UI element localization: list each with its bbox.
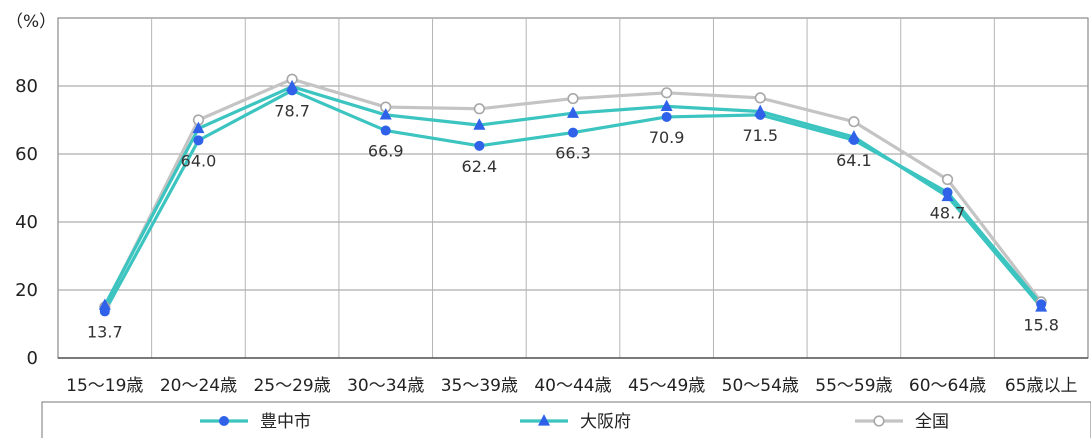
y-tick-label: 80 (15, 76, 38, 97)
series-markers (98, 73, 1048, 317)
legend-swatch-marker (219, 416, 229, 426)
legend-label: 豊中市 (260, 412, 311, 432)
legend-swatch-marker (538, 414, 550, 426)
data-label: 78.7 (274, 101, 310, 120)
series-point-0 (193, 135, 204, 146)
x-axis-ticks: 15～19歳 20～24歳 25～29歳 30～34歳 35～39歳 40～44歳 45～4… (66, 376, 1077, 396)
legend: 豊中市 大阪府 全国 (41, 401, 1091, 438)
data-label: 62.4 (462, 157, 498, 176)
series-point-0 (661, 111, 672, 122)
series-point-1 (473, 118, 486, 130)
series-point-0 (942, 187, 953, 198)
x-tick-label: 60～64歳 (909, 376, 986, 396)
series-point-2 (661, 87, 673, 99)
y-tick-label: 0 (27, 348, 38, 369)
data-label: 66.9 (368, 142, 404, 161)
series-point-1 (567, 106, 579, 118)
grid (57, 17, 1089, 359)
series-point-2 (848, 116, 860, 128)
x-tick-label: 15～19歳 (66, 376, 143, 396)
y-axis-unit-label: （%） (6, 12, 56, 32)
series-point-0 (380, 125, 391, 136)
data-labels: 13.7 64.0 78.7 66.9 62.4 66.3 70.9 71.5 64.1 48.7… (87, 101, 1059, 341)
x-tick-label: 20～24歳 (160, 376, 237, 396)
series-point-0 (848, 135, 859, 146)
data-label: 66.3 (555, 144, 591, 163)
y-tick-label: 60 (15, 144, 38, 165)
data-label: 64.0 (181, 151, 217, 170)
legend-label: 大阪府 (580, 412, 631, 432)
data-label: 71.5 (742, 126, 778, 145)
x-tick-label: 35～39歳 (441, 376, 518, 396)
data-label: 13.7 (87, 322, 123, 341)
series-point-0 (474, 140, 485, 151)
series-point-0 (755, 109, 766, 120)
x-tick-label: 45～49歳 (628, 376, 705, 396)
x-tick-label: 25～29歳 (253, 376, 330, 396)
series-point-2 (754, 92, 766, 104)
series-point-1 (379, 108, 392, 120)
x-tick-label: 30～34歳 (347, 376, 424, 396)
data-label: 64.1 (836, 151, 872, 170)
series-point-2 (473, 103, 485, 115)
series-point-2 (941, 173, 954, 186)
legend-label: 全国 (915, 412, 949, 432)
series-point-1 (660, 99, 673, 112)
series-point-1 (98, 298, 111, 310)
series-point-2 (567, 92, 579, 105)
series-point-0 (287, 85, 298, 96)
x-tick-label: 40～44歳 (534, 376, 611, 396)
y-axis-ticks: 0 20 40 60 80 (15, 76, 38, 369)
series-point-1 (192, 121, 205, 134)
x-tick-label: 55～59歳 (815, 376, 892, 396)
series-point-0 (99, 306, 110, 317)
data-label: 15.8 (1023, 315, 1059, 334)
data-label: 70.9 (649, 128, 685, 147)
series-point-0 (1036, 299, 1047, 310)
data-label: 48.7 (930, 203, 966, 222)
y-tick-label: 40 (15, 212, 38, 233)
legend-swatch-marker (873, 415, 885, 427)
x-tick-label: 50～54歳 (722, 376, 799, 396)
x-tick-label: 65歳以上 (1005, 376, 1078, 396)
y-tick-label: 20 (15, 280, 38, 301)
series-point-0 (568, 127, 578, 138)
